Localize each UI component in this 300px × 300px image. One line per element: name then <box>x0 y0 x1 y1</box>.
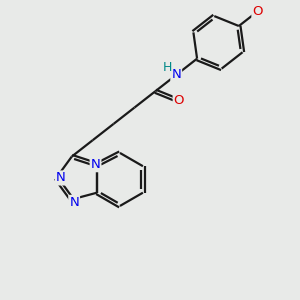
Text: N: N <box>56 172 65 184</box>
Text: N: N <box>69 196 79 209</box>
Text: O: O <box>252 5 263 18</box>
Text: H: H <box>163 61 172 74</box>
Text: N: N <box>91 158 100 171</box>
Text: O: O <box>174 94 184 107</box>
Text: N: N <box>171 68 181 82</box>
